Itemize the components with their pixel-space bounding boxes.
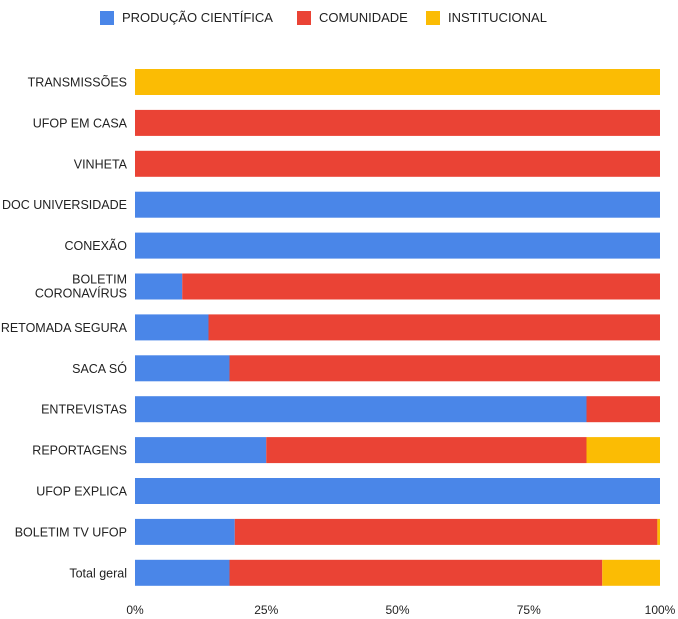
- bar-segment-comunidade: [182, 273, 660, 300]
- legend: PRODUÇÃO CIENTÍFICA COMUNIDADE INSTITUCI…: [0, 10, 678, 32]
- bar-segment-comunidade: [586, 396, 660, 423]
- legend-swatch-red: [297, 10, 311, 25]
- category-label: DOC UNIVERSIDADE: [2, 198, 127, 212]
- category-label: BOLETIM CORONAVÍRUS: [35, 273, 127, 301]
- legend-item-institucional: INSTITUCIONAL: [426, 10, 547, 25]
- bar-segment-producao-cientifica: [135, 191, 660, 218]
- bar-segment-producao-cientifica: [135, 396, 587, 423]
- category-label: SACA SÓ: [72, 361, 127, 376]
- legend-item-comunidade: COMUNIDADE: [297, 10, 408, 25]
- category-label: UFOP EXPLICA: [36, 485, 127, 499]
- bar-segment-institucional: [586, 437, 660, 464]
- bar-segment-producao-cientifica: [135, 559, 230, 586]
- category-label: ENTREVISTAS: [41, 403, 127, 417]
- bar-segment-comunidade: [229, 559, 603, 586]
- category-label: VINHETA: [74, 157, 128, 171]
- category-label: Total geral: [69, 566, 127, 580]
- legend-item-producao-cientifica: PRODUÇÃO CIENTÍFICA: [100, 10, 273, 25]
- bar-segment-comunidade: [135, 109, 660, 136]
- x-tick-label: 75%: [517, 603, 541, 617]
- bar-segment-producao-cientifica: [135, 232, 660, 259]
- bar-segment-institucional: [602, 559, 660, 586]
- category-label: RETOMADA SEGURA: [1, 321, 128, 335]
- bar-segment-producao-cientifica: [135, 314, 209, 341]
- category-label: REPORTAGENS: [32, 444, 127, 458]
- bar-segment-institucional: [135, 69, 660, 95]
- bar-segment-producao-cientifica: [135, 437, 267, 464]
- bar-segment-producao-cientifica: [135, 273, 183, 300]
- x-tick-label: 25%: [254, 603, 278, 617]
- category-label: UFOP EM CASA: [33, 116, 128, 130]
- category-label: BOLETIM TV UFOP: [15, 525, 127, 539]
- bar-segment-comunidade: [234, 518, 658, 545]
- x-tick-label: 100%: [645, 603, 676, 617]
- legend-label: COMUNIDADE: [319, 10, 408, 25]
- category-label: CONEXÃO: [64, 239, 127, 253]
- category-label: TRANSMISSÕES: [28, 75, 127, 90]
- bar-segment-comunidade: [208, 314, 660, 341]
- x-tick-label: 0%: [126, 603, 144, 617]
- bar-segment-comunidade: [229, 355, 660, 382]
- legend-swatch-blue: [100, 10, 114, 25]
- legend-swatch-yellow: [426, 10, 440, 25]
- bar-segment-producao-cientifica: [135, 478, 660, 504]
- legend-label: PRODUÇÃO CIENTÍFICA: [122, 10, 273, 25]
- bar-segment-producao-cientifica: [135, 355, 230, 382]
- bar-segment-institucional: [657, 518, 660, 545]
- bar-segment-comunidade: [135, 150, 660, 177]
- legend-label: INSTITUCIONAL: [448, 10, 547, 25]
- x-tick-label: 50%: [385, 603, 409, 617]
- bar-segment-producao-cientifica: [135, 518, 235, 545]
- bar-segment-comunidade: [266, 437, 587, 464]
